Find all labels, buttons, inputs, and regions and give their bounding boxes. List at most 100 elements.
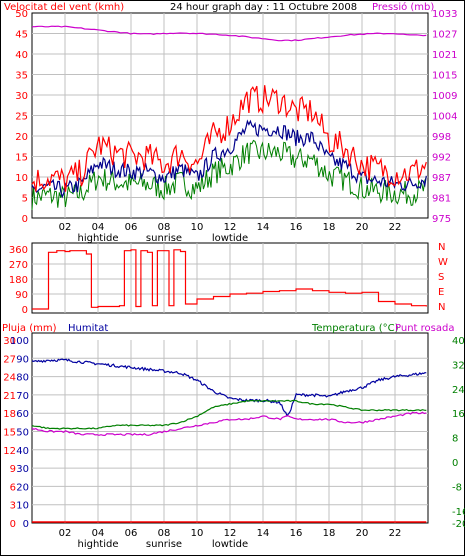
- dew-point-label: Punt rosada: [395, 323, 454, 334]
- humidity-tick-label: 60: [16, 409, 29, 420]
- wind-tick-label: 50: [15, 9, 28, 20]
- rain-tick-label: 24: [3, 373, 16, 384]
- x-tick-label: 12: [224, 528, 237, 539]
- humidity-tick-label: 30: [16, 464, 29, 475]
- pressure-tick-label: 975: [432, 214, 451, 225]
- chart-title: 24 hour graph day : 11 Octubre 2008: [170, 2, 357, 13]
- rain-tick-label: 21: [3, 391, 16, 402]
- x-tick-label: 08: [158, 222, 171, 233]
- rain-tick-label: 15: [3, 428, 16, 439]
- temperature-series: [31, 399, 427, 430]
- humidity-tick-label: 70: [16, 391, 29, 402]
- tide-event-label: hightide: [77, 233, 118, 244]
- humidity-tick-label: 50: [16, 428, 29, 439]
- temperature-tick-label: 24: [452, 385, 465, 396]
- x-tick-label: 14: [257, 222, 270, 233]
- temperature-tick-label: 0: [452, 458, 458, 469]
- direction-tick-label: 180: [9, 275, 28, 286]
- wind-tick-label: 0: [22, 214, 28, 225]
- x-tick-label: 18: [323, 528, 336, 539]
- wind-tick-label: 5: [22, 194, 28, 205]
- humidity-tick-label: 80: [16, 373, 29, 384]
- x-tick-label: 10: [191, 222, 204, 233]
- direction-tick-label: 0: [22, 305, 28, 316]
- pressure-tick-label: 992: [432, 153, 451, 164]
- tide-event-label: sunrise: [146, 539, 182, 550]
- humidity-tick-label: 100: [10, 336, 29, 347]
- humidity-tick-label: 90: [16, 354, 29, 365]
- dew-point-series: [31, 411, 427, 437]
- rain-tick-label: 30: [3, 336, 16, 347]
- tide-event-label: lowtide: [212, 539, 248, 550]
- wind-tick-label: 15: [15, 153, 28, 164]
- temperature-tick-label: 40: [452, 336, 465, 347]
- pressure-tick-label: 1033: [432, 9, 457, 20]
- x-tick-label: 08: [158, 528, 171, 539]
- temperature-tick-label: 16: [452, 409, 465, 420]
- tide-event-label: sunrise: [146, 233, 182, 244]
- wind-tick-label: 25: [15, 112, 28, 123]
- compass-direction-label: E: [438, 287, 444, 298]
- x-tick-label: 16: [290, 222, 303, 233]
- compass-direction-label: N: [438, 302, 445, 313]
- rain-tick-label: 9: [10, 464, 16, 475]
- humidity-label: Humitat: [68, 323, 108, 334]
- pressure-tick-label: 981: [432, 194, 451, 205]
- wind-tick-label: 45: [15, 30, 28, 41]
- temperature-tick-label: 8: [452, 434, 458, 445]
- humidity-tick-label: 10: [16, 501, 29, 512]
- wind-gust-series: [31, 85, 427, 192]
- temperature-tick-label: -8: [452, 482, 462, 493]
- rain-tick-label: 27: [3, 354, 16, 365]
- pressure-tick-label: 1027: [432, 30, 457, 41]
- wind-speed-series: [31, 119, 427, 199]
- pressure-tick-label: 1004: [432, 112, 457, 123]
- x-tick-label: 04: [92, 528, 105, 539]
- rain-tick-label: 3: [10, 501, 16, 512]
- pressure-tick-label: 1009: [432, 91, 457, 102]
- compass-direction-label: N: [438, 242, 445, 253]
- pressure-tick-label: 987: [432, 173, 451, 184]
- x-tick-label: 14: [257, 528, 270, 539]
- series-lines: [31, 25, 427, 523]
- x-tick-label: 06: [125, 528, 138, 539]
- x-tick-label: 12: [224, 222, 237, 233]
- direction-tick-label: 270: [9, 260, 28, 271]
- compass-direction-label: S: [438, 272, 444, 283]
- x-tick-label: 10: [191, 528, 204, 539]
- pressure-tick-label: 1015: [432, 71, 457, 82]
- x-tick-label: 20: [356, 222, 369, 233]
- x-tick-label: 02: [59, 222, 72, 233]
- x-tick-label: 22: [389, 528, 402, 539]
- pressure-tick-label: 1021: [432, 50, 457, 61]
- wind-tick-label: 40: [15, 50, 28, 61]
- compass-direction-label: W: [438, 257, 448, 268]
- humidity-tick-label: 0: [23, 519, 29, 530]
- rain-tick-label: 0: [10, 519, 16, 530]
- x-tick-label: 04: [92, 222, 105, 233]
- rain-tick-label: 18: [3, 409, 16, 420]
- wind-tick-label: 20: [15, 132, 28, 143]
- wind-direction-series: [32, 249, 427, 310]
- wind-tick-label: 10: [15, 173, 28, 184]
- pressure-label: Pressió (mb): [372, 1, 434, 13]
- tide-event-label: hightide: [77, 539, 118, 550]
- wind-tick-label: 30: [15, 91, 28, 102]
- direction-tick-label: 360: [9, 245, 28, 256]
- temperature-tick-label: -16: [452, 507, 465, 518]
- wind-tick-label: 35: [15, 71, 28, 82]
- rain-tick-label: 6: [10, 482, 16, 493]
- pressure-series: [31, 25, 427, 42]
- x-tick-label: 22: [389, 222, 402, 233]
- average-wind-series: [31, 139, 427, 211]
- temperature-tick-label: 32: [452, 360, 465, 371]
- rain-tick-label: 12: [3, 446, 16, 457]
- humidity-series: [31, 358, 427, 418]
- wind-speed-label: Velocitat del vent (kmh): [4, 2, 124, 13]
- x-tick-label: 02: [59, 528, 72, 539]
- tide-event-label: lowtide: [212, 233, 248, 244]
- temperature-tick-label: -20: [452, 519, 465, 530]
- temperature-label: Temperatura (°C): [311, 323, 399, 334]
- x-tick-label: 06: [125, 222, 138, 233]
